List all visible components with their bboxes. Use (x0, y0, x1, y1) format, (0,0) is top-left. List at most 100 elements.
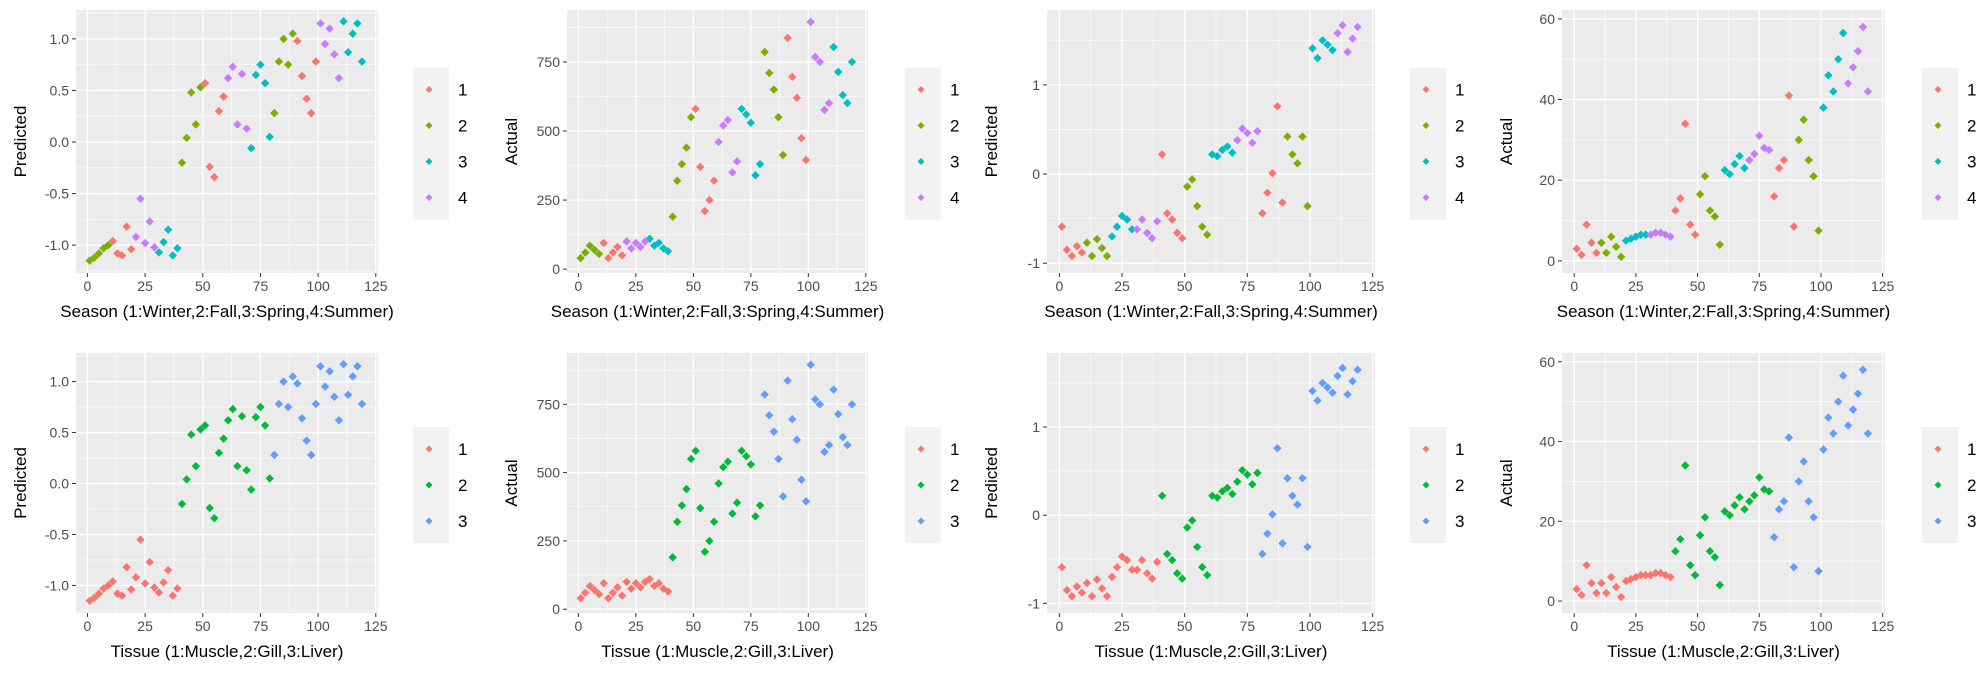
data-point (705, 536, 714, 546)
data-point (311, 399, 321, 409)
data-point (247, 485, 256, 494)
data-point (746, 118, 756, 127)
data-point (320, 39, 330, 49)
data-point (1278, 198, 1287, 207)
data-point (103, 581, 113, 590)
data-point (127, 245, 136, 254)
data-point (788, 414, 797, 424)
data-point (1273, 443, 1282, 453)
data-point (1318, 378, 1327, 388)
data-point (122, 562, 131, 572)
data-point (1769, 192, 1779, 201)
data-point (1328, 388, 1337, 397)
x-tick-label: 125 (1871, 278, 1895, 294)
data-point (788, 72, 797, 82)
data-point (1616, 592, 1626, 602)
data-point (1117, 211, 1127, 221)
data-point (1273, 102, 1282, 111)
data-point (330, 392, 339, 402)
data-point (237, 69, 247, 79)
y-axis-title: Actual (1497, 459, 1516, 506)
data-point (1333, 371, 1342, 381)
x-tick-label: 100 (1298, 618, 1322, 634)
data-point (686, 112, 696, 122)
data-point (1666, 232, 1675, 241)
data-point (1333, 28, 1342, 38)
data-point (815, 57, 825, 67)
x-axis-title: Tissue (1:Muscle,2:Gill,3:Liver) (601, 642, 834, 661)
legend-key (1934, 481, 1942, 489)
x-tick-label: 0 (574, 618, 582, 634)
data-point (1318, 36, 1327, 45)
data-point (173, 244, 182, 253)
data-point (1656, 568, 1665, 578)
y-tick-label: 0.0 (50, 476, 70, 492)
data-point (274, 57, 284, 66)
data-point (1843, 421, 1853, 430)
x-axis-title: Season (1:Winter,2:Fall,3:Spring,4:Summe… (551, 302, 885, 321)
data-point (223, 73, 233, 83)
legend-label: 1 (1455, 440, 1464, 459)
legend-key (1422, 86, 1430, 93)
data-point (1157, 491, 1167, 500)
data-point (145, 557, 154, 567)
data-point (801, 497, 811, 506)
legend-key (1422, 517, 1430, 525)
data-point (1328, 45, 1337, 55)
data-point (168, 251, 177, 260)
data-point (1057, 222, 1067, 231)
x-tick-label: 75 (1751, 618, 1767, 634)
data-point (1695, 190, 1705, 199)
legend-label: 2 (1967, 117, 1976, 136)
legend-key (1934, 158, 1942, 165)
x-tick-label: 25 (1628, 618, 1644, 634)
data-point (1097, 243, 1107, 253)
data-point (599, 238, 608, 248)
x-tick-label: 25 (1628, 278, 1644, 294)
data-point (307, 450, 316, 460)
data-point (247, 144, 256, 153)
legend: 1 2 3 4 (905, 67, 959, 220)
data-point (348, 29, 357, 38)
data-point (1730, 159, 1739, 169)
data-point (622, 237, 631, 246)
data-point (150, 243, 159, 252)
series-2 (1671, 461, 1774, 590)
y-tick-label: 500 (537, 465, 561, 481)
data-point (1107, 232, 1117, 241)
data-point (1611, 242, 1621, 251)
data-point (1298, 132, 1307, 141)
x-tick-label: 25 (137, 278, 153, 294)
data-point (256, 60, 265, 69)
data-point (1814, 566, 1823, 576)
x-axis-title: Tissue (1:Muscle,2:Gill,3:Liver) (111, 642, 344, 661)
data-point (1809, 171, 1818, 181)
legend-key (425, 158, 433, 165)
series-3 (270, 360, 367, 460)
x-tick-label: 75 (743, 618, 759, 634)
data-point (182, 475, 191, 484)
data-point (1863, 429, 1873, 438)
data-point (1193, 201, 1202, 211)
data-point (847, 57, 857, 67)
legend: 1 2 3 (1922, 427, 1976, 543)
data-point (302, 436, 311, 445)
data-point (283, 60, 293, 69)
x-tick-label: 125 (364, 278, 388, 294)
x-tick-label: 100 (797, 618, 821, 634)
data-point (645, 574, 654, 584)
y-tick-label: 1 (1032, 419, 1040, 435)
legend-key (1934, 194, 1942, 201)
data-point (1147, 574, 1157, 583)
data-point (1157, 150, 1167, 159)
data-point (640, 237, 650, 246)
x-axis-title: Season (1:Winter,2:Fall,3:Spring,4:Summe… (1044, 302, 1378, 321)
data-point (1685, 220, 1695, 229)
data-point (659, 244, 668, 253)
legend-label: 3 (1455, 512, 1464, 531)
data-point (1233, 477, 1242, 486)
data-point (177, 499, 187, 509)
y-tick-label: 1 (1032, 77, 1040, 93)
data-point (1577, 250, 1586, 260)
data-point (1587, 578, 1596, 588)
